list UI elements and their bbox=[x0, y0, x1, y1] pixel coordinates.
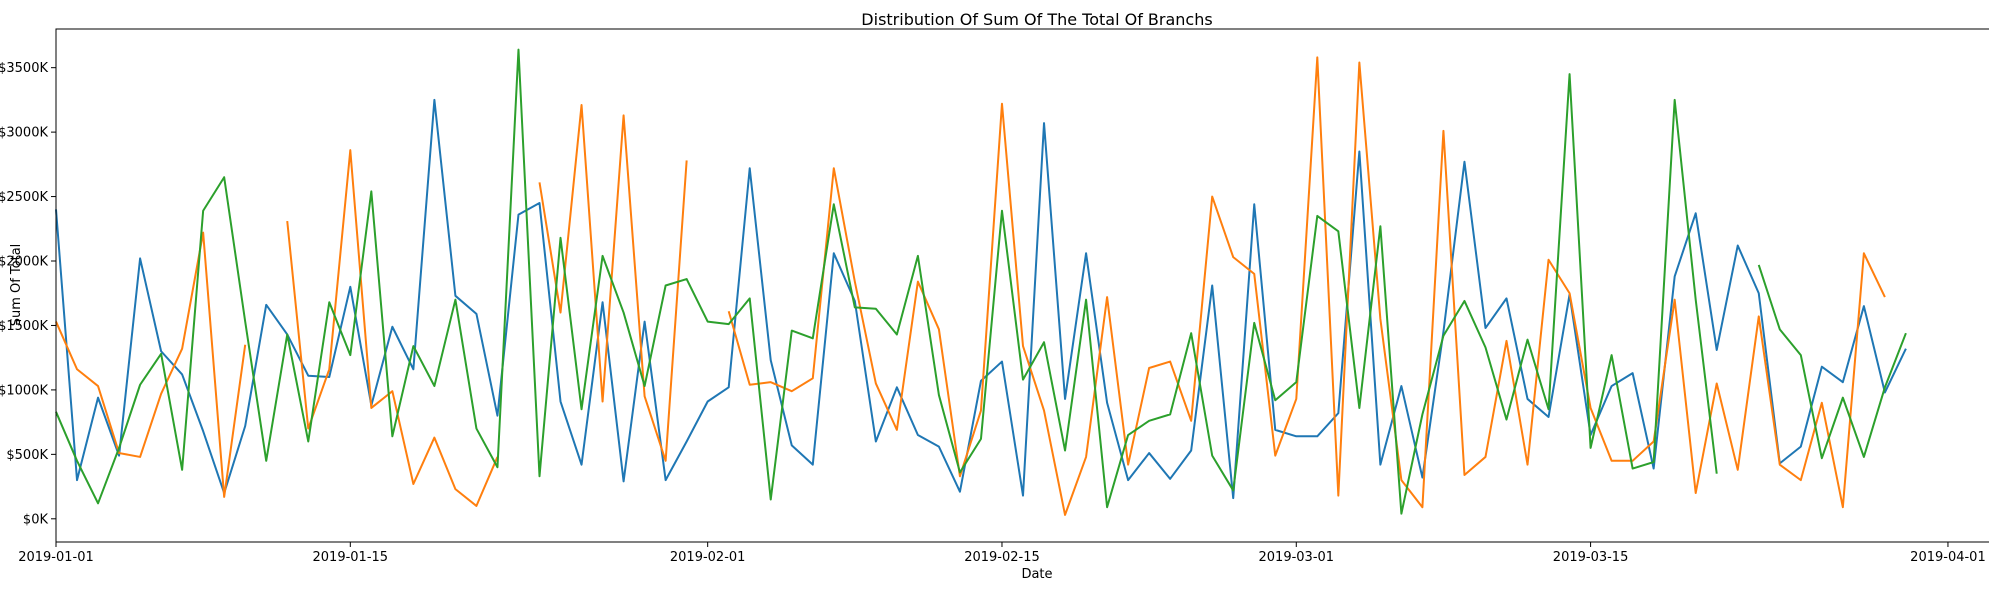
y-tick-label: $3000K bbox=[0, 126, 48, 141]
y-tick-label: $500K bbox=[6, 448, 48, 463]
x-tick-label: 2019-03-15 bbox=[1553, 550, 1629, 565]
x-tick-label: 2019-03-01 bbox=[1259, 550, 1335, 565]
y-tick-label: $1000K bbox=[0, 383, 48, 398]
series-line-2 bbox=[55, 56, 1886, 516]
x-axis: 2019-01-01 2019-01-15 2019-02-01 2019-02-15… bbox=[18, 542, 1986, 565]
y-axis: $0K $500K $1000K $1500K $2000K $2500K $3000K $3… bbox=[0, 61, 56, 527]
y-tick-label: $3500K bbox=[0, 61, 48, 76]
x-tick-label: 2019-01-01 bbox=[18, 550, 94, 565]
x-tick-label: 2019-02-15 bbox=[964, 550, 1040, 565]
x-tick-label: 2019-02-01 bbox=[670, 550, 746, 565]
plot-area bbox=[55, 48, 1907, 516]
x-tick-label: 2019-04-01 bbox=[1910, 550, 1986, 565]
y-tick-label: $1500K bbox=[0, 319, 48, 334]
y-axis-label: Sum Of Total bbox=[9, 244, 24, 327]
x-axis-label: Date bbox=[1021, 567, 1052, 582]
chart-title: Distribution Of Sum Of The Total Of Bran… bbox=[861, 10, 1212, 29]
y-tick-label: $2500K bbox=[0, 190, 48, 205]
y-tick-label: $0K bbox=[23, 512, 49, 527]
series-line-3 bbox=[55, 48, 1907, 515]
plot-frame bbox=[55, 28, 1989, 543]
y-tick-label: $2000K bbox=[0, 255, 48, 270]
x-tick-label: 2019-01-15 bbox=[313, 550, 389, 565]
